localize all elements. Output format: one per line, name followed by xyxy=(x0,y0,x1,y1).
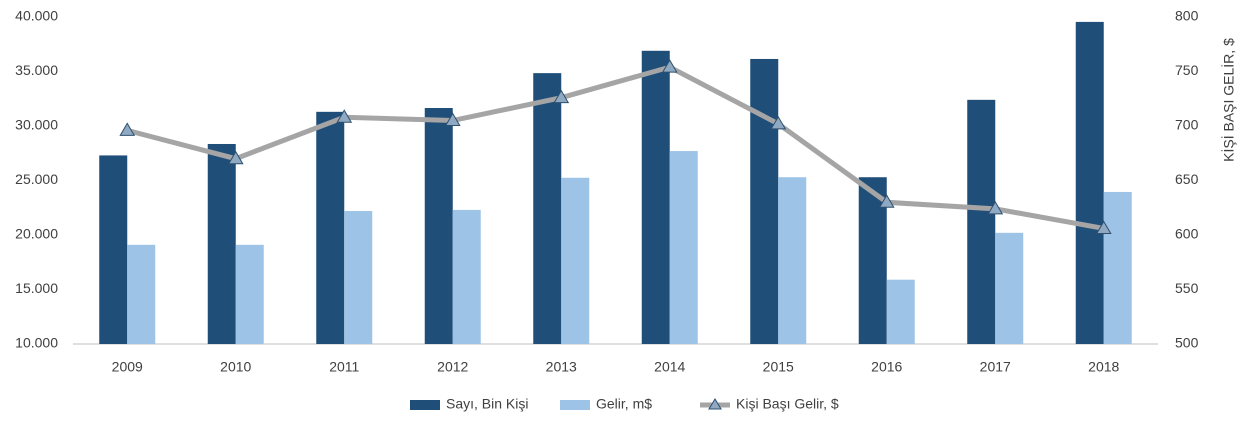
legend-label: Gelir, m$ xyxy=(596,396,652,412)
y-tick-label: 30.000 xyxy=(15,117,58,133)
marker xyxy=(227,150,244,165)
y-tick-label: 15.000 xyxy=(15,280,58,296)
y2-tick-label: 600 xyxy=(1175,226,1199,242)
x-tick-label: 2016 xyxy=(871,359,902,375)
bar xyxy=(750,58,779,345)
marker xyxy=(444,112,461,127)
x-tick-label: 2011 xyxy=(329,359,359,375)
marker xyxy=(987,200,1004,215)
y2-tick-label: 550 xyxy=(1175,280,1199,296)
y-tick-label: 25.000 xyxy=(15,171,58,187)
y2-tick-label: 750 xyxy=(1175,62,1199,78)
bar xyxy=(127,244,156,344)
line xyxy=(126,64,1105,231)
bar xyxy=(641,50,670,344)
bar xyxy=(1075,21,1104,345)
bar xyxy=(886,279,915,344)
bar xyxy=(235,244,264,344)
x-tick-label: 2018 xyxy=(1088,359,1119,375)
bar xyxy=(995,232,1024,344)
y2-tick-label: 650 xyxy=(1175,171,1199,187)
y2-tick-label: 700 xyxy=(1175,117,1199,133)
bar xyxy=(424,108,453,344)
marker xyxy=(878,194,895,208)
marker xyxy=(336,109,353,123)
legend-swatch xyxy=(560,400,590,410)
x-tick-label: 2012 xyxy=(437,359,468,375)
x-tick-label: 2014 xyxy=(654,359,685,375)
y-tick-label: 10.000 xyxy=(15,335,58,351)
legend-swatch xyxy=(708,398,722,410)
bar xyxy=(344,211,373,344)
bar xyxy=(669,151,698,344)
marker xyxy=(770,115,787,130)
x-tick-label: 2010 xyxy=(220,359,251,375)
y-tick-label: 35.000 xyxy=(15,62,58,78)
marker xyxy=(661,59,678,73)
marker xyxy=(119,122,136,136)
x-tick-label: 2009 xyxy=(112,359,143,375)
y2-tick-label: 500 xyxy=(1175,335,1199,351)
marker xyxy=(1095,220,1112,234)
bar xyxy=(778,177,807,344)
marker xyxy=(553,89,570,104)
y2-axis-label: KİŞİ BAŞI GELİR, $ xyxy=(1220,38,1237,162)
bar xyxy=(452,209,481,344)
bar xyxy=(533,73,562,344)
x-tick-label: 2017 xyxy=(980,359,1011,375)
bar xyxy=(316,111,345,344)
y-tick-label: 40.000 xyxy=(15,8,58,24)
bar xyxy=(967,99,996,344)
x-tick-label: 2013 xyxy=(546,359,577,375)
legend-swatch xyxy=(410,400,440,410)
bar xyxy=(1103,191,1132,344)
bar xyxy=(99,155,128,344)
x-tick-label: 2015 xyxy=(763,359,794,375)
legend-label: Sayı, Bin Kişi xyxy=(446,396,528,412)
bar xyxy=(207,143,236,344)
y-tick-label: 20.000 xyxy=(15,226,58,242)
bar xyxy=(561,177,590,344)
y2-tick-label: 800 xyxy=(1175,8,1199,24)
legend-label: Kişi Başı Gelir, $ xyxy=(736,396,839,412)
